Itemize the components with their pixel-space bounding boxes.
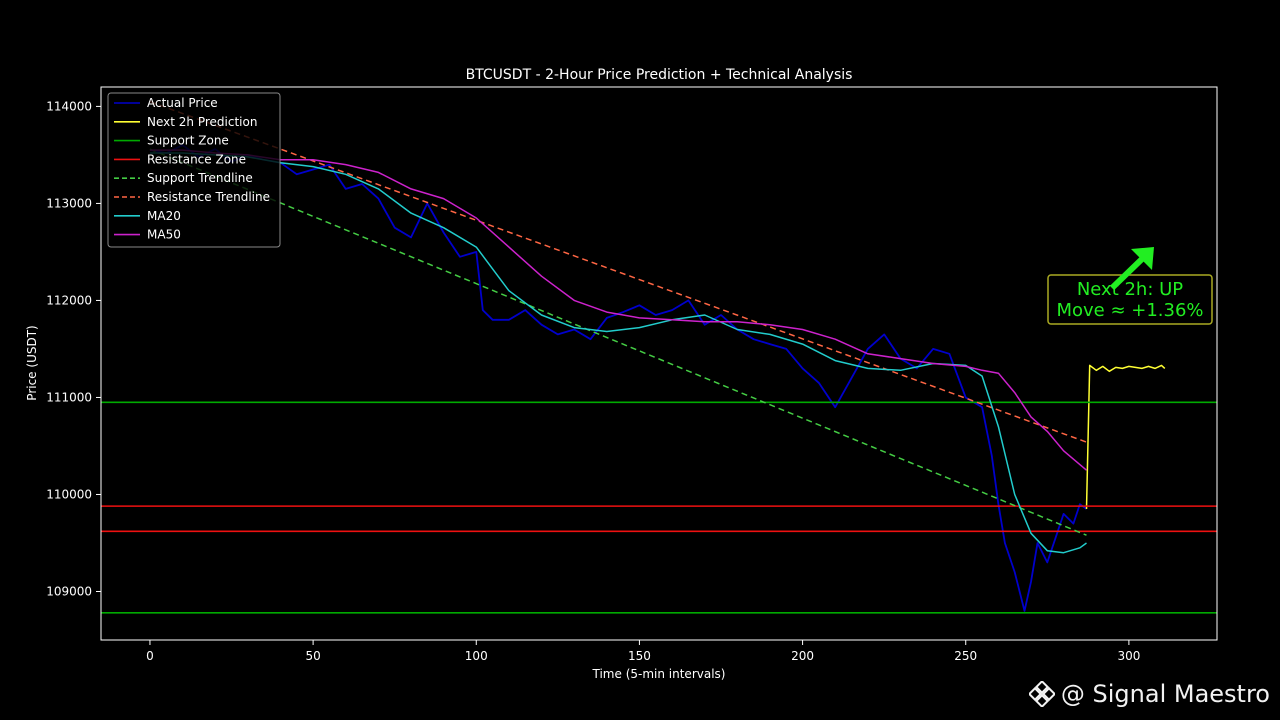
x-tick-label: 150 — [628, 649, 651, 663]
annotation-line-2: Move ≈ +1.36% — [1056, 300, 1203, 321]
y-tick-label: 111000 — [46, 390, 92, 404]
legend-label: Actual Price — [147, 96, 218, 110]
y-tick-label: 112000 — [46, 293, 92, 307]
annotation-box — [1047, 274, 1213, 325]
y-tick-label: 110000 — [46, 487, 92, 501]
next-2h-prediction-line — [1085, 364, 1166, 510]
plot-frame — [100, 86, 1218, 641]
legend: Actual Price Next 2h Prediction Support Zo… — [107, 92, 281, 248]
support-trendline-line — [149, 148, 1087, 536]
x-axis-label: Time (5-min intervals) — [592, 667, 726, 681]
series-group — [101, 100, 1217, 614]
legend-label: Resistance Trendline — [147, 190, 270, 204]
y-tick-label: 113000 — [46, 196, 92, 210]
legend-frame — [107, 92, 281, 248]
y-axis: 109000 110000 111000 112000 113000 114000 — [46, 99, 101, 598]
binance-diamond-icon — [1028, 681, 1055, 707]
plot-content — [101, 100, 1217, 614]
watermark: @ Signal Maestro — [1028, 680, 1270, 708]
ma50-line — [149, 149, 1087, 471]
y-tick-label: 114000 — [46, 99, 92, 113]
x-tick-label: 50 — [305, 649, 320, 663]
legend-label: Resistance Zone — [147, 152, 246, 166]
chart-title: BTCUSDT - 2-Hour Price Prediction + Tech… — [466, 67, 853, 83]
x-axis: 0 50 100 150 200 250 300 — [146, 640, 1140, 663]
actual-price-line — [149, 144, 1088, 612]
legend-label: MA20 — [147, 209, 181, 223]
y-tick-label: 109000 — [46, 584, 92, 598]
x-tick-label: 0 — [146, 649, 154, 663]
x-tick-label: 200 — [791, 649, 814, 663]
up-arrow-icon — [1109, 247, 1154, 291]
resistance-trendline-line — [149, 100, 1087, 443]
legend-label: MA50 — [147, 228, 181, 242]
annotation-line-1: Next 2h: UP — [1077, 279, 1183, 300]
ma20-line — [149, 152, 1087, 554]
legend-label: Support Zone — [147, 134, 229, 148]
x-tick-label: 300 — [1117, 649, 1140, 663]
y-axis-label: Price (USDT) — [25, 325, 39, 400]
x-tick-label: 100 — [465, 649, 488, 663]
watermark-text: @ Signal Maestro — [1060, 680, 1270, 708]
prediction-annotation: Next 2h: UP Move ≈ +1.36% — [1047, 247, 1213, 325]
x-tick-label: 250 — [954, 649, 977, 663]
legend-label: Support Trendline — [147, 171, 253, 185]
legend-label: Next 2h Prediction — [147, 115, 257, 129]
